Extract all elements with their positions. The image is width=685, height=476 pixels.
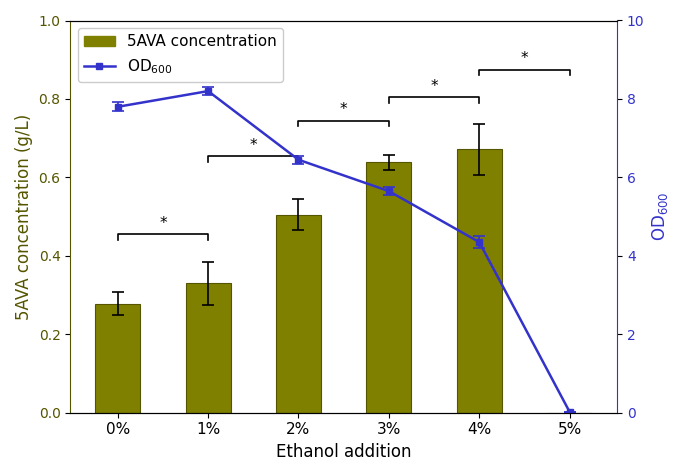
Text: *: * <box>521 51 528 66</box>
Bar <box>186 283 231 413</box>
Text: *: * <box>340 102 347 118</box>
Y-axis label: OD$_{600}$: OD$_{600}$ <box>650 192 670 241</box>
Y-axis label: 5AVA concentration (g/L): 5AVA concentration (g/L) <box>15 113 33 320</box>
Text: *: * <box>249 138 257 153</box>
X-axis label: Ethanol addition: Ethanol addition <box>276 443 412 461</box>
Bar <box>457 149 502 413</box>
Text: *: * <box>430 79 438 94</box>
Text: *: * <box>159 216 166 231</box>
Legend: 5AVA concentration, OD$_{600}$: 5AVA concentration, OD$_{600}$ <box>78 28 283 82</box>
Bar <box>366 162 412 413</box>
Bar <box>276 215 321 413</box>
Bar <box>95 304 140 413</box>
